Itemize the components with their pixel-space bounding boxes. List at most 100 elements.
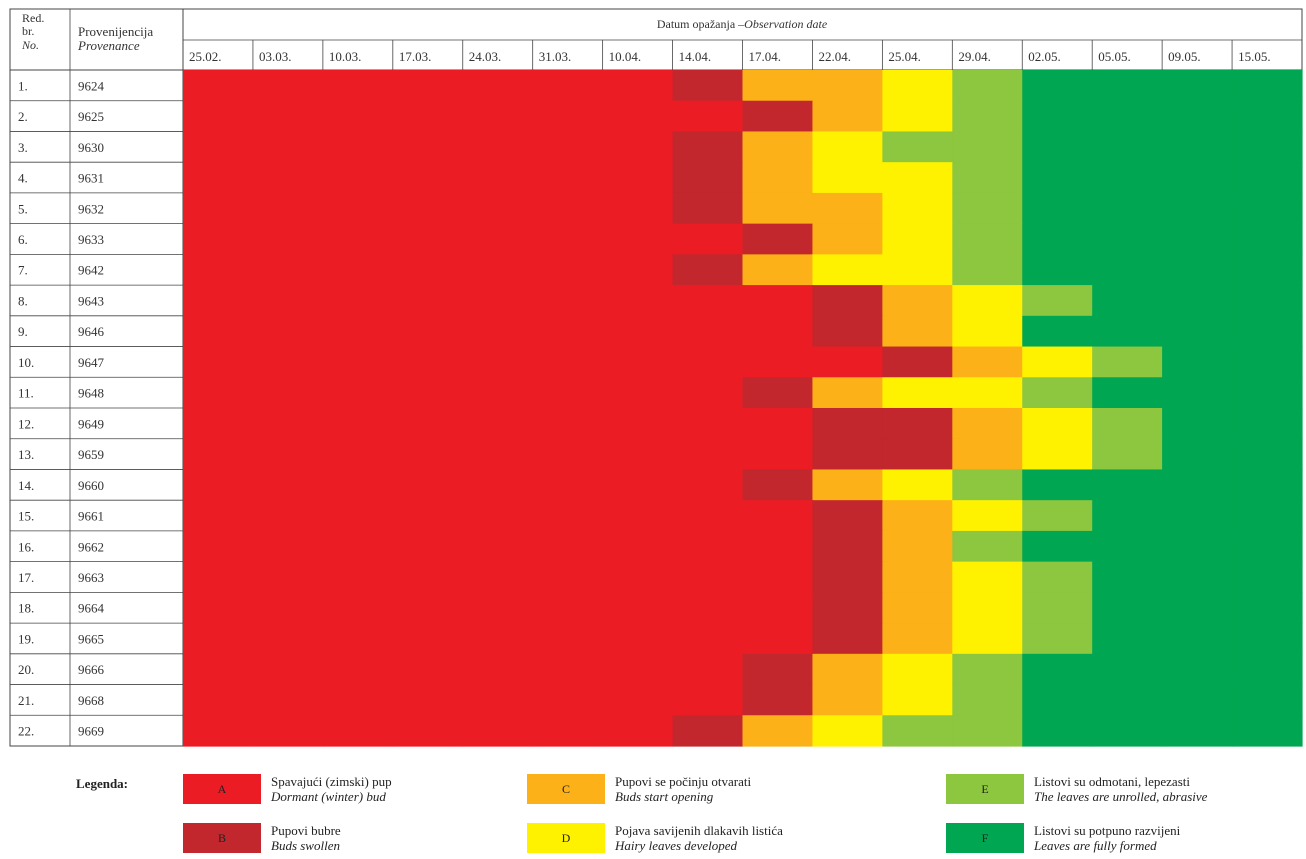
cell-r11-c14-stage-f xyxy=(1092,377,1163,409)
cell-r2-c7-stage-a xyxy=(602,100,674,133)
cell-r15-c1-stage-a xyxy=(183,500,254,532)
cell-r15-c12-stage-d xyxy=(952,500,1023,532)
cell-r22-c16-stage-f xyxy=(1232,715,1303,747)
cell-r21-c14-stage-f xyxy=(1092,684,1163,716)
cell-r8-c6-stage-a xyxy=(532,285,604,317)
legend-label-c-en: Buds start opening xyxy=(615,789,714,804)
cell-r21-c16-stage-f xyxy=(1232,684,1303,716)
row-no-19: 19. xyxy=(18,631,34,646)
cell-r15-c2-stage-a xyxy=(252,500,324,532)
cell-r11-c4-stage-a xyxy=(392,377,464,409)
cell-r18-c5-stage-a xyxy=(462,592,534,624)
cell-r17-c8-stage-a xyxy=(672,561,744,593)
cell-r7-c9-stage-c xyxy=(742,254,814,286)
cell-r12-c16-stage-f xyxy=(1232,408,1303,440)
cell-r6-c6-stage-a xyxy=(532,223,604,255)
cell-r2-c16-stage-f xyxy=(1232,100,1303,133)
cell-r21-c10-stage-c xyxy=(812,684,883,716)
legend-label-a-en: Dormant (winter) bud xyxy=(271,789,386,804)
cell-r5-c6-stage-a xyxy=(532,192,604,225)
cell-r4-c9-stage-c xyxy=(742,162,814,194)
cell-r18-c16-stage-f xyxy=(1232,592,1303,624)
cell-r12-c11-stage-b xyxy=(882,408,953,440)
cell-r14-c14-stage-f xyxy=(1092,469,1163,501)
row-no-5: 5. xyxy=(18,201,28,216)
row-provenance-19: 9665 xyxy=(78,631,104,646)
row-provenance-15: 9661 xyxy=(78,509,104,524)
cell-r14-c6-stage-a xyxy=(532,469,604,501)
cell-r14-c7-stage-a xyxy=(602,469,674,501)
cell-r10-c11-stage-b xyxy=(882,346,953,378)
cell-r6-c15-stage-f xyxy=(1162,223,1233,255)
cell-r2-c14-stage-f xyxy=(1092,100,1163,133)
legend-swatch-e: E xyxy=(946,774,1024,804)
cell-r15-c13-stage-e xyxy=(1022,500,1093,532)
cell-r3-c14-stage-f xyxy=(1092,131,1163,163)
cell-r15-c16-stage-f xyxy=(1232,500,1303,532)
cell-r10-c12-stage-c xyxy=(952,346,1023,378)
cell-r4-c2-stage-a xyxy=(252,162,324,194)
row-provenance-2: 9625 xyxy=(78,109,104,124)
cell-r10-c7-stage-a xyxy=(602,346,674,378)
cell-r5-c5-stage-a xyxy=(462,192,534,225)
cell-r1-c15-stage-f xyxy=(1162,70,1233,102)
cell-r2-c10-stage-c xyxy=(812,100,883,133)
cell-r19-c10-stage-b xyxy=(812,623,883,655)
cell-r6-c13-stage-f xyxy=(1022,223,1093,255)
date-headers: 25.02. 03.03. 10.03. 17.03. 24.03. 31.03. 10.0… xyxy=(189,40,1271,70)
cell-r2-c2-stage-a xyxy=(252,100,324,133)
cell-r11-c9-stage-b xyxy=(742,377,814,409)
legend-swatch-d: D xyxy=(527,823,605,853)
cell-r8-c8-stage-a xyxy=(672,285,744,317)
cell-r21-c1-stage-a xyxy=(183,684,254,716)
legend-label-e-en: The leaves are unrolled, abrasive xyxy=(1034,789,1208,804)
cell-r13-c2-stage-a xyxy=(252,438,324,471)
cell-r20-c11-stage-d xyxy=(882,653,953,686)
cell-r8-c12-stage-d xyxy=(952,285,1023,317)
cell-r20-c14-stage-f xyxy=(1092,653,1163,686)
legend-label-c-hr: Pupovi se počinju otvarati xyxy=(615,774,752,789)
cell-r22-c13-stage-f xyxy=(1022,715,1093,747)
legend-swatch-b: B xyxy=(183,823,261,853)
cell-r22-c11-stage-e xyxy=(882,715,953,747)
cell-r11-c11-stage-d xyxy=(882,377,953,409)
cell-r4-c10-stage-d xyxy=(812,162,883,194)
cell-r17-c6-stage-a xyxy=(532,561,604,593)
cell-r1-c5-stage-a xyxy=(462,70,534,102)
row-provenance-16: 9662 xyxy=(78,539,104,554)
cell-r19-c8-stage-a xyxy=(672,623,744,655)
row-provenance-3: 9630 xyxy=(78,140,104,155)
cell-r12-c14-stage-e xyxy=(1092,408,1163,440)
cell-r6-c4-stage-a xyxy=(392,223,464,255)
row-no-9: 9. xyxy=(18,324,28,339)
cell-r16-c10-stage-b xyxy=(812,530,883,563)
row-no-17: 17. xyxy=(18,570,34,585)
cell-r6-c16-stage-f xyxy=(1232,223,1303,255)
cell-r7-c7-stage-a xyxy=(602,254,674,286)
date-header-0: 25.02. xyxy=(189,49,222,64)
cell-r7-c6-stage-a xyxy=(532,254,604,286)
cell-r4-c8-stage-b xyxy=(672,162,744,194)
legend-swatch-a: A xyxy=(183,774,261,804)
cell-r5-c3-stage-a xyxy=(322,192,394,225)
cell-r16-c14-stage-f xyxy=(1092,530,1163,563)
cell-r7-c3-stage-a xyxy=(322,254,394,286)
cell-r13-c14-stage-e xyxy=(1092,438,1163,471)
cell-r14-c8-stage-a xyxy=(672,469,744,501)
cell-r15-c4-stage-a xyxy=(392,500,464,532)
cell-r18-c11-stage-c xyxy=(882,592,953,624)
cell-r22-c4-stage-a xyxy=(392,715,464,747)
cell-r17-c7-stage-a xyxy=(602,561,674,593)
row-no-14: 14. xyxy=(18,478,34,493)
cell-r2-c11-stage-d xyxy=(882,100,953,133)
cell-r10-c2-stage-a xyxy=(252,346,324,378)
cell-r6-c12-stage-e xyxy=(952,223,1023,255)
cell-r4-c3-stage-a xyxy=(322,162,394,194)
cell-r15-c11-stage-c xyxy=(882,500,953,532)
cell-r14-c2-stage-a xyxy=(252,469,324,501)
cell-r17-c10-stage-b xyxy=(812,561,883,593)
cell-r9-c11-stage-c xyxy=(882,315,953,348)
cell-r5-c15-stage-f xyxy=(1162,192,1233,225)
cell-r15-c8-stage-a xyxy=(672,500,744,532)
cell-r18-c7-stage-a xyxy=(602,592,674,624)
